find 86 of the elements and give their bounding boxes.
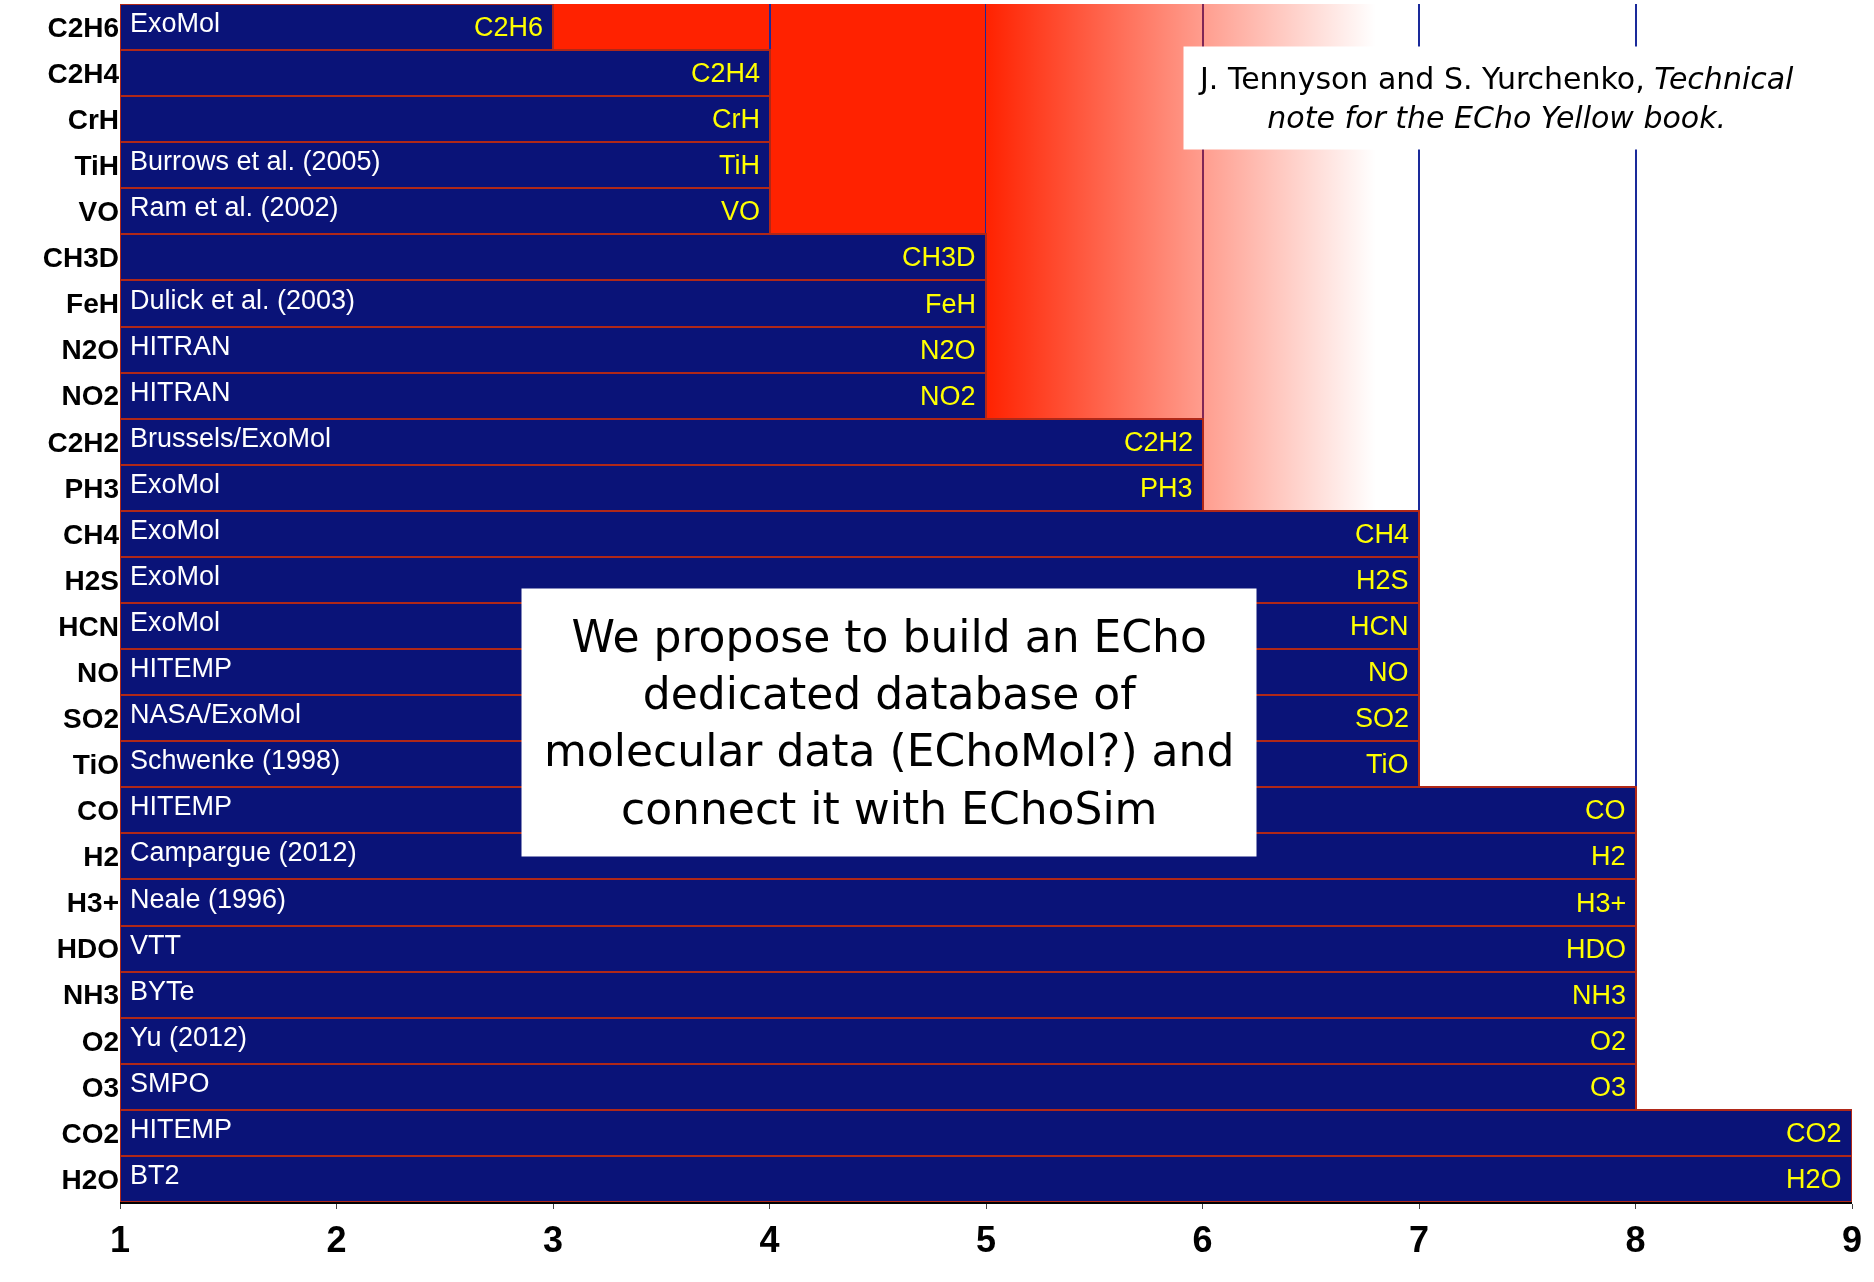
annotation: HDO: [1566, 934, 1626, 964]
annotation: HITEMP: [130, 653, 233, 683]
annotation: Schwenke (1998): [130, 745, 341, 775]
annotation: CrH: [712, 104, 760, 134]
annotation: Campargue (2012): [130, 837, 357, 867]
y-tick-label: H2: [83, 841, 119, 873]
annotation: PH3: [1140, 473, 1193, 503]
annotation: We propose to build an ECho dedicated database of molecular data (EChoMol?) and connect it with EChoSim: [544, 611, 1235, 834]
annotation: BYTe: [130, 976, 195, 1006]
annotation: H2S: [1356, 565, 1409, 595]
x-tick-label: 1: [109, 1219, 131, 1261]
annotation: FeH: [925, 289, 977, 319]
annotation: Ram et al. (2002): [130, 192, 339, 222]
y-tick-label: NO: [77, 656, 119, 688]
x-tick-label: 6: [1192, 1219, 1213, 1261]
annotation: HITEMP: [130, 1114, 233, 1144]
x-tick-label: 2: [326, 1219, 347, 1261]
annotation: O3: [1590, 1072, 1627, 1102]
annotation: NH3: [1572, 980, 1627, 1010]
annotation: TiH: [719, 150, 760, 180]
x-tick-label: 9: [1841, 1219, 1863, 1261]
annotation: Burrows et al. (2005): [130, 146, 381, 176]
x-tick-label: 8: [1625, 1219, 1646, 1261]
annotation: J. Tennyson and S. Yurchenko, Technical note for the ECho Yellow book.: [1198, 61, 1795, 135]
y-tick-label: CH3D: [42, 242, 119, 274]
annotation: HITEMP: [130, 791, 233, 821]
y-tick-label: H2S: [64, 564, 119, 596]
y-tick-label: CH4: [62, 518, 120, 550]
y-tick-label: NO2: [61, 380, 119, 412]
y-tick-label: TiO: [72, 749, 119, 781]
y-tick-label: FeH: [66, 288, 119, 320]
annotation: H2O: [1786, 1164, 1842, 1194]
y-tick-label: H2O: [61, 1163, 119, 1195]
annotation: ExoMol: [130, 607, 221, 637]
annotation: N2O: [920, 335, 976, 365]
y-tick-label: C2H4: [47, 57, 120, 89]
annotation: HCN: [1350, 611, 1409, 641]
y-tick-label: C2H6: [47, 11, 119, 43]
annotation: TiO: [1366, 749, 1409, 779]
annotation: Brussels/ExoMol: [130, 423, 332, 453]
y-tick-label: O3: [81, 1071, 119, 1103]
y-tick-label: CO: [77, 795, 119, 827]
x-tick-label: 5: [975, 1219, 997, 1261]
annotation: Neale (1996): [130, 884, 287, 914]
annotation: HITRAN: [130, 377, 231, 407]
y-tick-label: N2O: [61, 334, 119, 366]
y-tick-label: C2H2: [47, 426, 119, 458]
x-tick-label: 7: [1408, 1219, 1430, 1261]
annotation: ExoMol: [130, 469, 221, 499]
annotation: ExoMol: [130, 515, 221, 545]
y-tick-label: NH3: [62, 979, 119, 1011]
y-tick-label: HCN: [58, 610, 119, 642]
y-tick-label: PH3: [64, 472, 119, 504]
y-tick-label: TiH: [74, 150, 119, 182]
annotation: SO2: [1355, 703, 1410, 733]
annotation: NO: [1368, 657, 1409, 687]
annotation: CO: [1585, 795, 1626, 825]
annotation: CO2: [1786, 1118, 1842, 1148]
x-tick-label: 3: [542, 1219, 564, 1261]
annotation: VTT: [130, 930, 181, 960]
annotation: BT2: [130, 1160, 180, 1190]
annotation: HITRAN: [130, 331, 231, 361]
annotation: NASA/ExoMol: [130, 699, 302, 729]
y-tick-label: VO: [78, 196, 119, 228]
annotation: C2H2: [1124, 427, 1194, 457]
y-tick-label: O2: [81, 1025, 119, 1057]
annotation: CH3D: [902, 242, 976, 272]
annotation: SMPO: [130, 1068, 210, 1098]
annotation: NO2: [920, 381, 976, 411]
annotation: H3+: [1576, 888, 1627, 918]
annotation: C2H4: [691, 58, 761, 88]
annotation: ExoMol: [130, 561, 221, 591]
annotation: Dulick et al. (2003): [130, 285, 356, 315]
annotation: H2: [1591, 841, 1626, 871]
annotation: VO: [721, 196, 761, 226]
y-tick-label: CO2: [61, 1117, 119, 1149]
annotation: ExoMol: [130, 8, 221, 38]
x-tick-label: 4: [759, 1219, 780, 1261]
annotation: O2: [1590, 1026, 1627, 1056]
y-tick-label: CrH: [67, 103, 119, 135]
annotation: C2H6: [474, 12, 544, 42]
y-tick-label: H3+: [66, 887, 119, 919]
y-tick-label: HDO: [56, 933, 119, 965]
annotation: CH4: [1355, 519, 1410, 549]
y-tick-label: SO2: [62, 702, 119, 734]
annotation: Yu (2012): [130, 1022, 248, 1052]
